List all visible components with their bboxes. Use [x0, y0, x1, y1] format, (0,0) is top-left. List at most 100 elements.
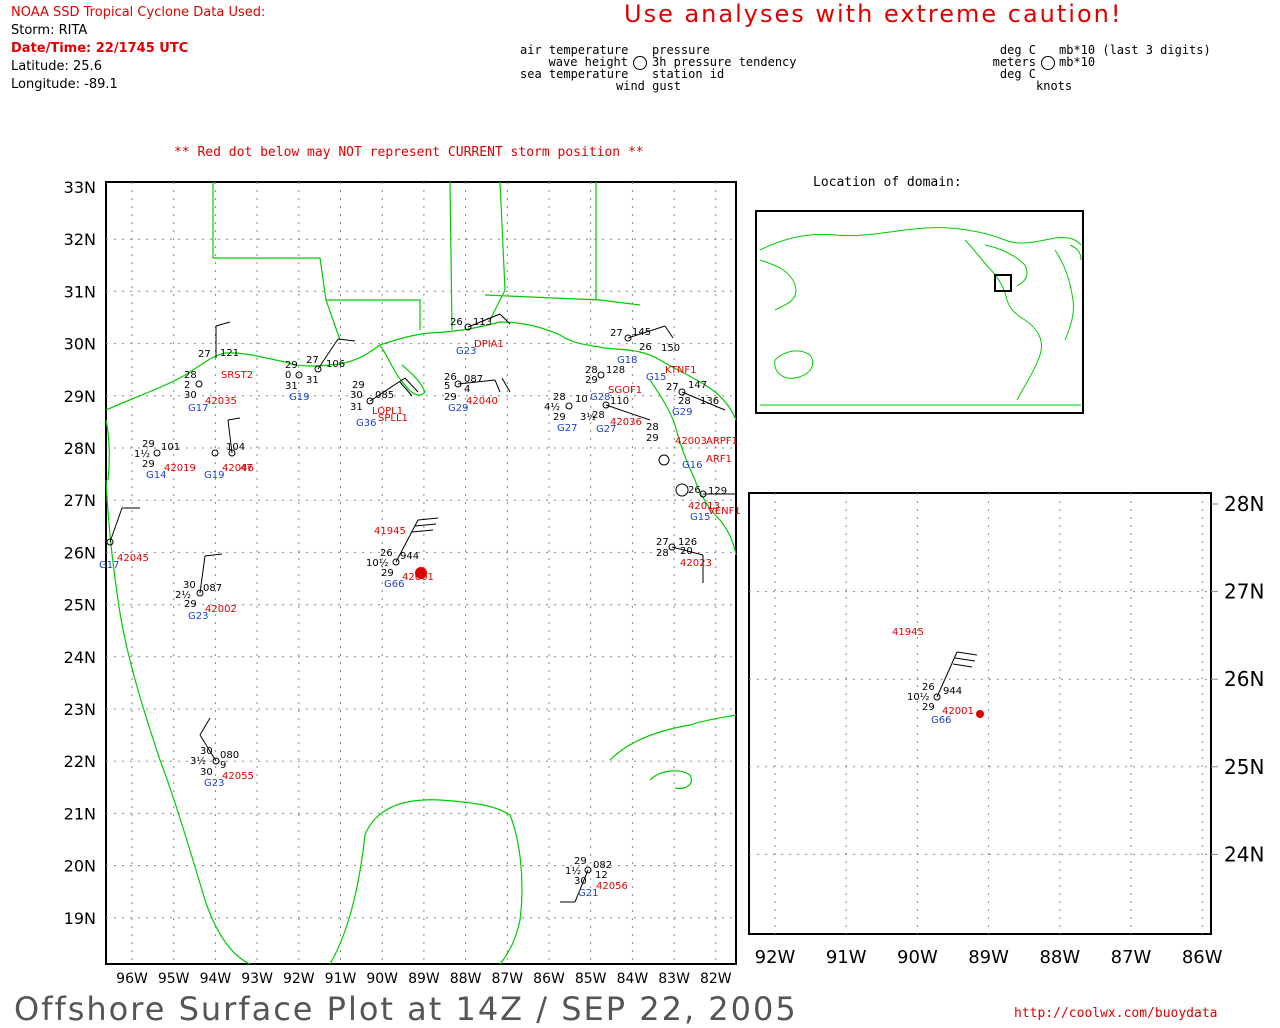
svg-text:26: 26 — [380, 548, 393, 559]
svg-text:087: 087 — [203, 583, 222, 594]
units-circle-icon — [1041, 56, 1055, 70]
svg-text:42002: 42002 — [205, 604, 237, 615]
svg-text:42013: 42013 — [688, 501, 720, 512]
lat-tick-label: 22N — [64, 752, 96, 771]
svg-text:42019: 42019 — [164, 463, 196, 474]
station-42045: 42045 G17 — [99, 507, 149, 571]
svg-text:080: 080 — [220, 750, 239, 761]
svg-text:27: 27 — [306, 355, 319, 366]
lat-tick-label: 25N — [64, 596, 96, 615]
lon-tick-label: 94W — [200, 971, 232, 987]
station-42013: 26 129 42013 VENF1 G15 — [675, 483, 741, 523]
svg-text:10½: 10½ — [366, 557, 389, 569]
svg-text:G17: G17 — [188, 403, 208, 414]
svg-text:944: 944 — [943, 686, 962, 697]
svg-text:12: 12 — [595, 870, 608, 881]
station-dpia1: 26 113 DPIA1 G23 — [450, 313, 511, 357]
svg-text:101: 101 — [161, 442, 180, 453]
lon-tick-label: 91W — [325, 971, 357, 987]
lat-tick-label: 32N — [64, 230, 96, 249]
world-inset-map — [755, 210, 1084, 414]
svg-text:30: 30 — [200, 767, 213, 778]
zoom-lon-tick-label: 91W — [826, 947, 867, 968]
svg-text:28: 28 — [184, 370, 197, 381]
svg-text:42001: 42001 — [942, 706, 974, 717]
zoom-lon-tick-label: 90W — [897, 947, 938, 968]
svg-text:G27: G27 — [596, 424, 616, 435]
source-label: NOAA SSD Tropical Cyclone Data Used: — [11, 5, 266, 20]
svg-text:G28: G28 — [590, 392, 610, 403]
svg-text:30: 30 — [350, 390, 363, 401]
svg-text:129: 129 — [708, 486, 727, 497]
zoom-lon-tick-label: 86W — [1182, 947, 1223, 968]
svg-text:30: 30 — [184, 390, 197, 401]
svg-text:944: 944 — [400, 551, 419, 562]
svg-text:126: 126 — [678, 537, 697, 548]
caution-banner: Use analyses with extreme caution! — [624, 0, 1123, 28]
lat-tick-label: 31N — [64, 282, 96, 301]
zoom-lat-tick-label: 27N — [1224, 580, 1264, 604]
storm-position-dot — [415, 567, 427, 579]
svg-text:31: 31 — [350, 402, 363, 413]
svg-text:G14: G14 — [146, 470, 166, 481]
lon-tick-label: 96W — [116, 971, 148, 987]
legend-bottom: wind gust — [616, 79, 682, 93]
station-louisiana-1: 29 27 106 0 31 31 G19 — [285, 338, 356, 403]
units-right: mb*10 (last 3 digits) mb*10 — [1059, 43, 1211, 69]
svg-text:30: 30 — [574, 876, 587, 887]
svg-text:30: 30 — [183, 580, 196, 591]
svg-text:29: 29 — [285, 360, 298, 371]
station-42056: 29 082 1½ 12 30 42056 G21 — [560, 856, 628, 903]
svg-text:G66: G66 — [931, 715, 951, 726]
storm-name: Storm: RITA — [11, 23, 88, 38]
svg-text:41945: 41945 — [374, 526, 406, 537]
svg-text:1½: 1½ — [565, 865, 581, 877]
lon-tick-label: 93W — [241, 971, 273, 987]
lat-tick-label: 26N — [64, 543, 96, 562]
svg-text:082: 082 — [593, 860, 612, 871]
svg-text:110: 110 — [610, 396, 629, 407]
svg-text:30: 30 — [200, 746, 213, 757]
svg-text:G23: G23 — [204, 778, 224, 789]
svg-text:128: 128 — [606, 365, 625, 376]
svg-text:G23: G23 — [188, 611, 208, 622]
svg-text:26: 26 — [444, 372, 457, 383]
zoom-storm-dot — [976, 710, 984, 718]
source-url[interactable]: http://coolwx.com/buoydata — [1014, 1006, 1218, 1021]
lat-tick-label: 24N — [64, 648, 96, 667]
zoom-lon-tick-label: 87W — [1111, 947, 1152, 968]
lon-tick-label: 85W — [575, 971, 607, 987]
svg-text:DPIA1: DPIA1 — [474, 339, 504, 350]
svg-text:085: 085 — [375, 390, 394, 401]
svg-text:G36: G36 — [356, 418, 376, 429]
station-circle-icon — [633, 56, 647, 70]
svg-text:28: 28 — [585, 365, 598, 376]
svg-text:G27: G27 — [557, 423, 577, 434]
svg-text:145: 145 — [632, 327, 651, 338]
station-42002: 30 087 2½29 42002 G23 — [175, 553, 237, 622]
svg-text:26: 26 — [639, 342, 652, 353]
svg-text:G18: G18 — [617, 355, 637, 366]
station-plots: 26 944 10½ 29 42001 G66 41945 30 087 2½29… — [99, 313, 741, 903]
svg-text:2½: 2½ — [175, 589, 191, 601]
station-gulf-ne: 28 4½ 29 G27 — [544, 392, 577, 434]
lat-tick-label: 30N — [64, 335, 96, 354]
svg-text:10: 10 — [575, 394, 588, 405]
svg-text:4½: 4½ — [544, 401, 560, 413]
svg-text:29: 29 — [646, 433, 659, 444]
svg-text:5: 5 — [444, 381, 450, 392]
lon-tick-label: 89W — [408, 971, 440, 987]
zoom-lat-tick-label: 28N — [1224, 492, 1264, 516]
svg-text:KTNF1: KTNF1 — [665, 365, 696, 376]
svg-text:10½: 10½ — [907, 691, 930, 703]
legend-right: pressure 3h pressure tendency station id — [652, 43, 797, 81]
lon-tick-label: 86W — [533, 971, 565, 987]
lon-tick-label: 88W — [450, 971, 482, 987]
svg-text:106: 106 — [326, 359, 345, 370]
svg-text:27: 27 — [198, 349, 211, 360]
station-42035: 27 121 282 30 42035 SRST2 G17 — [184, 321, 253, 414]
lon-tick-label: 92W — [283, 971, 315, 987]
svg-text:104: 104 — [226, 442, 245, 453]
svg-text:136: 136 — [700, 396, 719, 407]
